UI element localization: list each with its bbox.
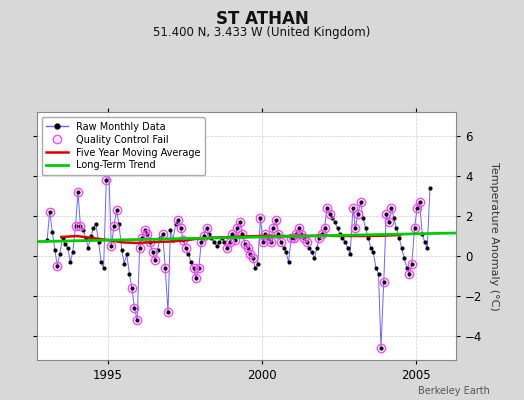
Text: ST ATHAN: ST ATHAN [215, 10, 309, 28]
Text: Berkeley Earth: Berkeley Earth [418, 386, 490, 396]
Y-axis label: Temperature Anomaly (°C): Temperature Anomaly (°C) [489, 162, 499, 310]
Legend: Raw Monthly Data, Quality Control Fail, Five Year Moving Average, Long-Term Tren: Raw Monthly Data, Quality Control Fail, … [41, 117, 205, 175]
Text: 51.400 N, 3.433 W (United Kingdom): 51.400 N, 3.433 W (United Kingdom) [154, 26, 370, 39]
